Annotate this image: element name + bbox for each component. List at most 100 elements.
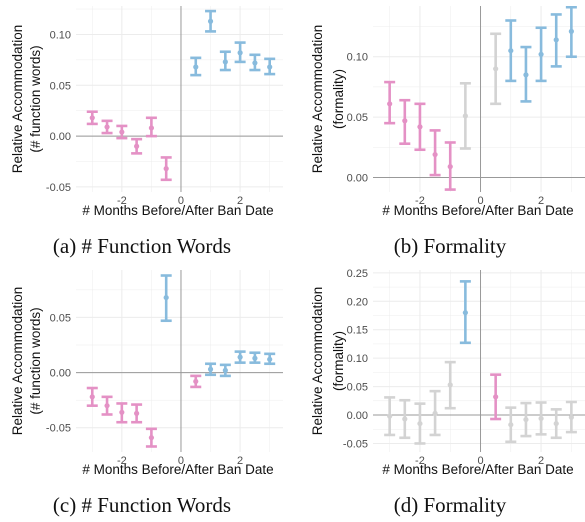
data-point bbox=[508, 48, 514, 54]
data-point bbox=[553, 420, 559, 427]
data-point bbox=[222, 59, 228, 65]
data-point bbox=[432, 151, 438, 158]
y-axis-title-line-2: (# function words) bbox=[28, 45, 43, 152]
data-point bbox=[402, 118, 408, 124]
x-axis-title: # Months Before/After Ban Date bbox=[382, 462, 573, 477]
y-tick-label: 0.10 bbox=[50, 29, 71, 41]
data-point bbox=[387, 101, 393, 107]
y-tick-label: 0.05 bbox=[347, 112, 368, 124]
y-axis-title-line-1: Relative Accommodation bbox=[310, 25, 325, 174]
data-point bbox=[148, 125, 155, 131]
data-point bbox=[207, 18, 214, 24]
y-tick-label: -0.05 bbox=[46, 423, 71, 435]
data-point bbox=[402, 416, 408, 422]
panel-caption: (b) Formality bbox=[394, 234, 507, 258]
x-tick-label: 0 bbox=[178, 455, 184, 467]
x-tick-label: 0 bbox=[178, 195, 184, 207]
panel-d: -0.05 0.00 0.05 0.10 0.15 0.20 0.25 -2 0 2# Month… bbox=[310, 268, 585, 517]
data-point bbox=[267, 356, 273, 362]
y-axis-title-line-1: Relative Accommodation bbox=[10, 287, 25, 436]
y-axis-title-line-2: (formality) bbox=[331, 331, 346, 391]
y-tick-label: 0.00 bbox=[50, 131, 71, 143]
data-point bbox=[193, 378, 199, 385]
plot-area bbox=[373, 6, 585, 192]
data-point bbox=[89, 394, 95, 400]
y-tick-label: 0.20 bbox=[347, 296, 368, 308]
data-point bbox=[267, 64, 273, 70]
plot-area bbox=[373, 270, 585, 452]
data-point bbox=[508, 422, 514, 428]
y-axis-title-line-1: Relative Accommodation bbox=[10, 25, 25, 174]
data-point bbox=[538, 51, 544, 57]
y-tick-label: 0.05 bbox=[347, 382, 368, 394]
panel-a: -0.05 0.00 0.05 0.10 -2 0 2# Months Before/Aft… bbox=[10, 6, 283, 258]
x-tick-label: -2 bbox=[415, 455, 425, 467]
data-point bbox=[104, 403, 110, 409]
x-tick-label: 2 bbox=[237, 455, 243, 467]
data-point bbox=[553, 37, 559, 43]
panel-c: -0.05 0.00 0.05 -2 0 2# Months Before/After B… bbox=[10, 270, 283, 517]
data-point bbox=[163, 166, 169, 172]
data-point bbox=[568, 414, 574, 420]
y-tick-label: 0.15 bbox=[347, 325, 368, 337]
x-tick-label: 2 bbox=[237, 195, 243, 207]
data-point bbox=[222, 367, 228, 373]
data-point bbox=[237, 354, 243, 360]
data-point bbox=[568, 28, 574, 34]
x-tick-label: 0 bbox=[477, 455, 483, 467]
data-point bbox=[523, 416, 529, 423]
data-point bbox=[119, 129, 125, 135]
x-tick-label: 2 bbox=[538, 195, 544, 207]
data-point bbox=[119, 409, 125, 415]
y-tick-label: 0.10 bbox=[347, 52, 368, 64]
data-point bbox=[252, 60, 258, 66]
y-axis-title-line-1: Relative Accommodation bbox=[310, 287, 325, 436]
y-tick-label: 0.25 bbox=[347, 268, 368, 280]
y-tick-label: 0.10 bbox=[347, 353, 368, 365]
data-point bbox=[237, 50, 243, 56]
panel-b: 0.00 0.05 0.10 -2 0 2# Months Before/After Ba… bbox=[310, 6, 585, 258]
y-axis-title-line-2: (# function words) bbox=[28, 307, 43, 414]
data-point bbox=[104, 124, 110, 130]
y-tick-label: -0.05 bbox=[46, 182, 71, 194]
y-tick-label: 0.05 bbox=[50, 312, 71, 324]
data-point bbox=[462, 310, 468, 316]
y-tick-label: -0.05 bbox=[343, 438, 368, 450]
panel-caption: (d) Formality bbox=[394, 493, 507, 517]
panel-caption: (c) # Function Words bbox=[53, 493, 231, 517]
y-tick-label: 0.00 bbox=[50, 368, 71, 380]
x-tick-label: -2 bbox=[117, 455, 127, 467]
x-tick-label: -2 bbox=[415, 195, 425, 207]
data-point bbox=[417, 124, 423, 130]
data-point bbox=[387, 413, 393, 419]
data-point bbox=[523, 72, 529, 78]
panel-caption: (a) # Function Words bbox=[53, 234, 231, 258]
x-axis-title: # Months Before/After Ban Date bbox=[82, 462, 273, 477]
data-point bbox=[417, 420, 423, 427]
data-point bbox=[432, 410, 438, 416]
data-point bbox=[89, 115, 95, 121]
data-point bbox=[134, 143, 140, 149]
y-axis-title-line-2: (formality) bbox=[331, 69, 346, 129]
data-point bbox=[193, 64, 199, 70]
data-point bbox=[462, 113, 468, 119]
data-point bbox=[493, 394, 499, 400]
x-axis-title: # Months Before/After Ban Date bbox=[82, 203, 273, 218]
data-point bbox=[447, 164, 453, 170]
data-point bbox=[252, 355, 258, 361]
x-tick-label: 0 bbox=[477, 195, 483, 207]
data-point bbox=[493, 66, 499, 72]
y-tick-label: 0.05 bbox=[50, 80, 71, 92]
data-point bbox=[447, 382, 453, 388]
plot-area bbox=[76, 270, 283, 452]
data-point bbox=[538, 415, 544, 422]
plot-area bbox=[76, 6, 283, 192]
x-tick-label: -2 bbox=[117, 195, 127, 207]
data-point bbox=[148, 435, 155, 441]
data-point bbox=[207, 366, 214, 372]
x-tick-label: 2 bbox=[538, 455, 544, 467]
data-point bbox=[134, 410, 140, 416]
x-axis-title: # Months Before/After Ban Date bbox=[382, 203, 573, 218]
data-point bbox=[163, 294, 169, 301]
